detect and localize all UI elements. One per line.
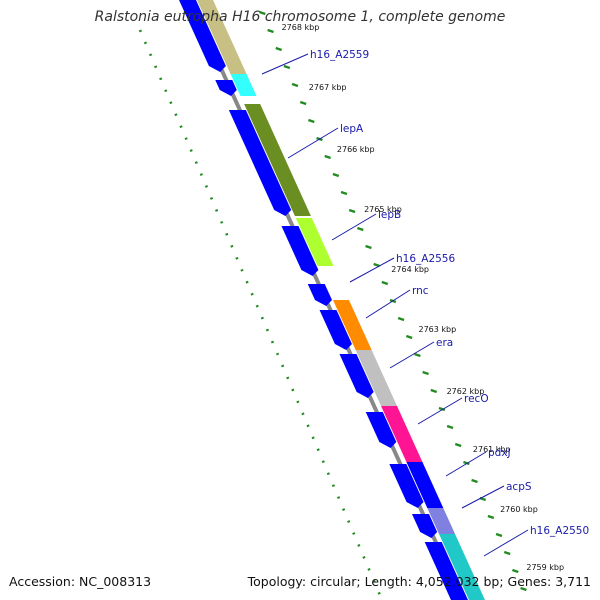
accession-text: Accession: NC_008313 [9,574,152,589]
minor-tick [454,442,462,448]
minor-tick [259,10,266,16]
minor-tick [503,550,511,556]
minor-tick [463,460,470,466]
gene-label: acpS [506,481,532,493]
leader-line [331,213,377,241]
minor-tick [414,352,421,358]
gene-feature [332,300,372,350]
gene-label: era [436,337,453,349]
gene-label: recO [464,393,489,405]
leader-line [417,397,463,425]
leader-line [389,341,435,369]
gene-color-track [197,0,485,600]
kbp-label: 2765 kbp [364,205,402,214]
minor-tick [422,370,429,376]
cds-arrow [339,354,374,398]
gene-label: h16_A2559 [310,49,369,61]
minor-tick [340,190,348,196]
cds-arrow [319,310,352,350]
leader-line [365,289,411,319]
leader-line [287,127,339,159]
minor-tick [267,28,274,34]
gene-feature [439,534,485,600]
leader-line [261,53,309,75]
kbp-label: 2764 kbp [391,265,429,274]
minor-tick [381,280,389,286]
cds-arrow [179,0,226,72]
leader-line [461,485,505,509]
leader-line [445,451,487,477]
minor-tick [299,100,307,106]
kbp-label: 2767 kbp [309,83,347,92]
minor-tick [511,568,519,574]
cds-track [179,0,468,600]
gene-label: h16_A2556 [396,253,455,265]
gene-label: rnc [412,285,429,297]
kbp-label: 2759 kbp [526,563,564,572]
minor-tick [291,82,299,88]
minor-tick [275,46,283,52]
gene-label: lepA [340,123,364,135]
gene-feature [355,350,398,406]
kbp-label: 2761 kbp [473,445,511,454]
map-title: Ralstonia eutropha H16 chromosome 1, com… [94,9,506,25]
minor-tick [332,172,340,178]
gene-feature [406,462,444,508]
kbp-label: 2760 kbp [500,505,538,514]
cds-arrow [281,226,319,276]
gene-label: h16_A2550 [530,525,589,537]
minor-tick [373,262,380,268]
minor-tick [495,532,503,538]
minor-tick [446,424,454,430]
gene-feature [381,406,423,462]
kbp-ruler: 2768 kbp 2767 kbp 2766 kbp 2765 kbp 2764 kbp… [259,10,564,592]
kbp-label: 2762 kbp [447,387,485,396]
minor-tick [324,154,332,160]
gene-feature [197,0,247,74]
minor-tick [348,208,356,214]
genome-summary: Topology: circular; Length: 4,052,032 bp… [247,574,591,589]
cds-arrow [228,110,292,216]
minor-tick [308,118,315,124]
minor-tick [471,478,478,484]
minor-tick [397,316,405,322]
gene-label: pdxJ [488,447,511,459]
minor-tick [487,514,495,520]
cds-arrow [307,284,332,306]
cds-arrow [215,80,237,96]
minor-tick [430,388,438,394]
gene-feature [230,74,257,96]
cds-arrow [424,542,468,600]
minor-tick [438,406,446,412]
cds-arrow [365,412,397,448]
minor-tick [365,244,372,250]
kbp-label: 2763 kbp [418,325,456,334]
minor-tick [356,226,364,232]
leader-line [349,257,395,283]
gene-feature [244,104,311,216]
minor-tick [520,586,527,592]
gene-label: lepB [378,209,401,221]
leader-line [483,529,529,557]
gene-feature [427,508,456,534]
kbp-label: 2766 kbp [337,145,375,154]
gene-feature [295,218,334,266]
cds-arrow [389,464,424,508]
minor-tick [283,64,291,70]
kbp-label: 2768 kbp [282,23,320,32]
cds-arrow [411,514,438,538]
minor-tick [405,334,413,340]
